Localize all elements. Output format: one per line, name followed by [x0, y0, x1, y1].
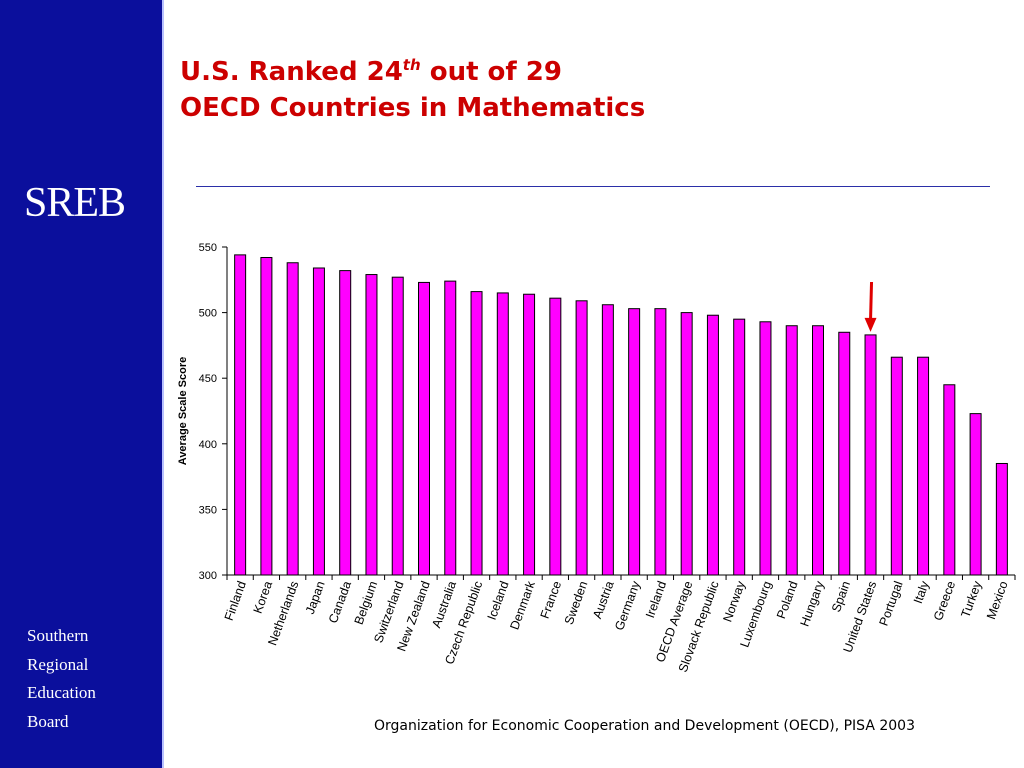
y-axis-label: Average Scale Score: [177, 357, 189, 465]
bar-sweden: [575, 300, 588, 576]
arrow-shaft: [869, 281, 874, 320]
x-tick-label: Spain: [829, 579, 853, 614]
y-tick-label: 300: [199, 570, 217, 582]
bar-turkey: [969, 413, 982, 576]
bar-germany: [628, 308, 641, 576]
bars: [234, 254, 1008, 576]
x-tick-label: Iceland: [485, 579, 512, 622]
title-line-1-suffix: out of 29: [420, 57, 562, 87]
org-line-1: Southern: [27, 626, 89, 645]
x-tick-label: Finland: [222, 579, 249, 622]
source-citation: Organization for Economic Cooperation an…: [374, 718, 915, 734]
title-superscript: th: [402, 56, 421, 74]
sidebar: SREB Southern Regional Education Board: [0, 0, 164, 768]
y-tick-label: 550: [199, 242, 217, 254]
bar-spain: [838, 331, 851, 576]
x-tick-label: Greece: [931, 579, 958, 622]
org-line-4: Board: [27, 711, 69, 731]
bar-czech-republic: [470, 291, 483, 576]
bar-canada: [339, 270, 352, 576]
y-tick-label: 450: [199, 373, 217, 385]
bar-switzerland: [391, 276, 404, 576]
sreb-logo: SREB: [24, 180, 126, 226]
bar-japan: [312, 267, 325, 576]
bar-slovack-republic: [706, 314, 719, 576]
arrow-head: [864, 317, 877, 332]
bar-united-states: [864, 334, 877, 576]
x-tick-label: Japan: [303, 579, 328, 616]
bar-netherlands: [286, 262, 299, 576]
y-axis: 300 350 400 450 500 550: [199, 242, 228, 582]
bar-luxembourg: [759, 321, 772, 576]
title-line-2: OECD Countries in Mathematics: [180, 93, 646, 123]
x-tick-label: France: [538, 579, 564, 620]
bar-australia: [444, 280, 457, 576]
x-tick-label: Turkey: [958, 579, 984, 620]
title-line-1-prefix: U.S. Ranked 24: [180, 57, 403, 87]
bar-belgium: [365, 274, 378, 576]
bar-france: [549, 297, 562, 576]
x-tick-label: Belgium: [352, 579, 381, 626]
x-tick-label: Ireland: [643, 579, 669, 620]
x-tick-label: Germany: [612, 579, 643, 633]
bar-hungary: [812, 325, 824, 576]
x-tick-label: Denmark: [507, 579, 538, 632]
org-line-3: Education: [27, 683, 96, 702]
x-axis: [226, 574, 1016, 580]
bar-iceland: [496, 292, 509, 576]
x-tick-label: Australia: [429, 579, 459, 630]
highlight-arrow: [864, 281, 877, 332]
bar-korea: [260, 256, 273, 576]
x-tick-label: Hungary: [798, 579, 828, 629]
x-tick-label: Canada: [326, 579, 354, 625]
bar-norway: [733, 318, 746, 576]
bar-austria: [601, 304, 614, 576]
x-tick-label: Poland: [774, 579, 800, 620]
title-line-1: U.S. Ranked 24th out of 29: [180, 54, 645, 90]
slide-title: U.S. Ranked 24th out of 29 OECD Countrie…: [180, 54, 645, 126]
bar-oecd-average: [680, 312, 693, 576]
x-tick-label: Sweden: [562, 579, 591, 626]
bar-new-zealand: [418, 281, 430, 576]
x-tick-label: Italy: [911, 579, 932, 606]
y-tick-label: 350: [199, 504, 217, 516]
org-line-2: Regional: [27, 654, 89, 674]
title-divider: [196, 186, 990, 187]
x-tick-label: Korea: [251, 579, 276, 615]
y-tick-label: 500: [199, 308, 217, 320]
bar-ireland: [654, 308, 667, 576]
bar-greece: [943, 384, 956, 576]
bar-portugal: [890, 356, 903, 576]
x-tick-label: Norway: [720, 579, 748, 624]
x-tick-label: Mexico: [984, 579, 1011, 621]
x-tick-label: Portugal: [877, 579, 906, 628]
x-tick-label: Austria: [590, 579, 616, 620]
y-tick-label: 400: [199, 439, 217, 451]
bar-poland: [785, 325, 798, 576]
bar-mexico: [995, 462, 1008, 576]
bar-denmark: [523, 293, 536, 576]
bar-finland: [234, 254, 247, 576]
organization-name: Southern Regional Education Board: [27, 622, 96, 736]
bar-italy: [917, 356, 930, 576]
